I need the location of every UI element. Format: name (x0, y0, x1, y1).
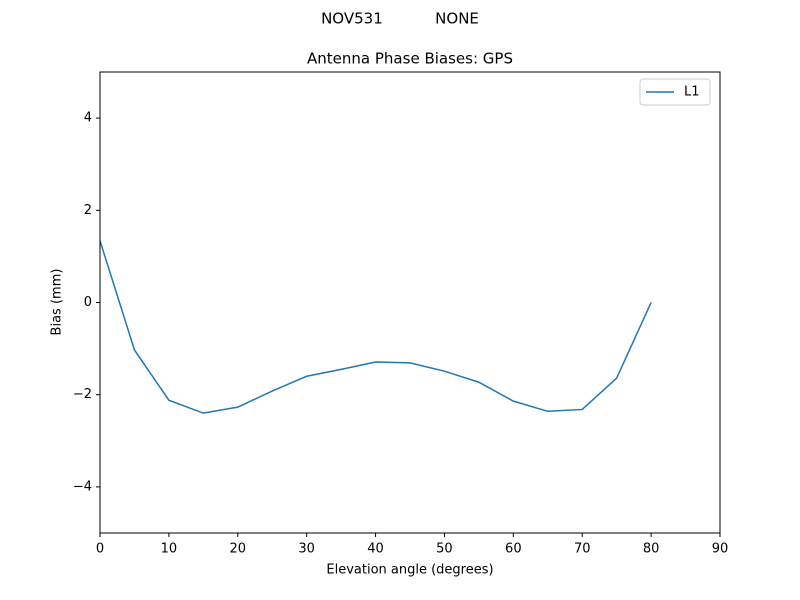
legend-box (639, 78, 711, 106)
x-tick-label: 0 (96, 542, 104, 557)
y-tick-label: 0 (84, 295, 92, 310)
x-tick-label: 20 (230, 542, 247, 557)
y-tick-label: 4 (84, 111, 92, 126)
suptitle: NOV531 NONE (321, 10, 479, 28)
series-line (99, 240, 652, 414)
x-tick-label: 70 (574, 542, 591, 557)
legend-label: L1 (684, 85, 700, 100)
y-axis-label: Bias (mm) (50, 269, 65, 336)
chart-title: Antenna Phase Biases: GPS (307, 50, 513, 68)
y-tick-label: 2 (84, 203, 92, 218)
x-tick-label: 50 (436, 542, 453, 557)
y-tick-label: −4 (73, 479, 92, 494)
x-tick-label: 80 (643, 542, 660, 557)
x-axis-label: Elevation angle (degrees) (326, 563, 493, 578)
y-tick-label: −2 (73, 387, 92, 402)
x-tick-label: 90 (712, 542, 729, 557)
x-tick-label: 60 (505, 542, 522, 557)
x-tick-label: 40 (367, 542, 384, 557)
x-tick-label: 10 (161, 542, 178, 557)
x-tick-label: 30 (298, 542, 315, 557)
plot-frame (99, 71, 721, 534)
